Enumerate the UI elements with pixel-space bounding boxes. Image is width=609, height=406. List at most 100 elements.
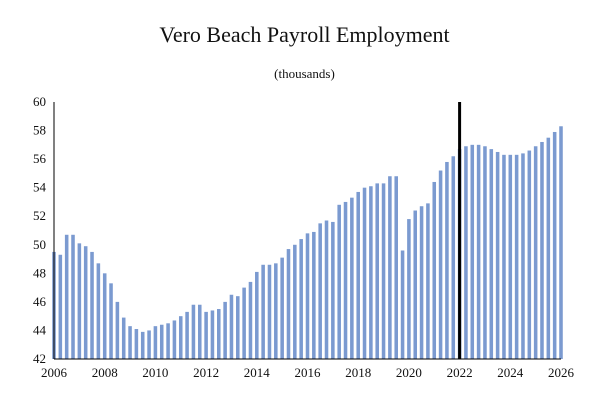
y-tick-label: 52 (33, 208, 46, 223)
bar (210, 310, 215, 359)
bar (223, 301, 227, 359)
y-tick-label: 50 (33, 237, 46, 252)
x-tick-labels: 2006 2008 2010 2012 2014 2016 2018 2020 2022 2024… (41, 365, 575, 380)
chart-subtitle: (thousands) (274, 66, 335, 81)
x-tick-label: 2016 (295, 365, 322, 380)
bar (261, 264, 265, 359)
bar (483, 146, 487, 359)
y-tick-label: 56 (33, 151, 47, 166)
bar (318, 223, 322, 359)
bar (267, 264, 272, 359)
bar (280, 257, 284, 359)
bar (337, 204, 341, 359)
bar-series (52, 126, 563, 360)
bar (400, 250, 405, 359)
x-tick-label: 2024 (497, 365, 524, 380)
bar (540, 141, 544, 359)
bar (153, 326, 158, 359)
bar (350, 197, 354, 359)
y-tick-labels: 42 44 46 48 50 52 54 56 58 60 (33, 94, 47, 366)
bar (331, 221, 335, 359)
bar (356, 191, 360, 359)
bar (109, 283, 113, 359)
bar (115, 301, 120, 359)
x-tick-label: 2022 (447, 365, 473, 380)
bar (166, 323, 170, 359)
bar (438, 170, 443, 359)
bar (140, 331, 145, 359)
bar (470, 144, 475, 359)
bar (559, 126, 563, 360)
bar (521, 153, 525, 359)
bar (546, 137, 551, 359)
bar (185, 311, 189, 359)
x-tick-label: 2010 (142, 365, 168, 380)
x-tick-label: 2006 (41, 365, 68, 380)
bar (172, 320, 177, 359)
bar (381, 183, 386, 359)
bar (58, 254, 63, 359)
bar (451, 156, 456, 359)
bar (432, 181, 437, 359)
bar (312, 231, 316, 359)
bar (299, 239, 303, 359)
bar (217, 309, 221, 359)
y-tick-label: 42 (33, 351, 46, 366)
bar (159, 324, 164, 359)
bar (77, 243, 82, 359)
bar (464, 146, 468, 359)
bar (508, 154, 513, 359)
bar (533, 146, 538, 359)
bar (191, 304, 196, 359)
bar (413, 210, 418, 359)
x-tick-label: 2020 (396, 365, 422, 380)
bar (248, 281, 253, 359)
y-tick-label: 60 (33, 94, 46, 109)
bar (419, 206, 424, 359)
bar (426, 203, 430, 359)
bar (375, 183, 379, 359)
bar (514, 154, 519, 359)
bar (362, 187, 367, 359)
bar (90, 251, 94, 359)
bar (71, 234, 75, 359)
bar (134, 329, 139, 359)
bar (552, 131, 557, 359)
x-tick-label: 2008 (92, 365, 118, 380)
bar (495, 151, 500, 359)
bar (407, 219, 411, 359)
x-tick-label: 2018 (345, 365, 371, 380)
bar (83, 246, 88, 359)
bar (147, 330, 151, 359)
bar (197, 304, 202, 359)
bar (369, 186, 373, 359)
bar (324, 220, 329, 359)
bar (286, 249, 291, 359)
bar (502, 154, 506, 359)
y-tick-label: 58 (33, 123, 46, 138)
bar (255, 271, 259, 359)
y-tick-label: 54 (33, 180, 47, 195)
chart-title: Vero Beach Payroll Employment (159, 22, 450, 47)
bar (305, 233, 310, 359)
bar (343, 201, 348, 359)
y-tick-label: 44 (33, 322, 47, 337)
bar (489, 149, 494, 359)
x-tick-label: 2012 (193, 365, 219, 380)
bar (476, 144, 481, 359)
bar (274, 263, 278, 359)
y-tick-label: 46 (33, 294, 47, 309)
bar (64, 234, 69, 359)
bar (394, 176, 398, 359)
bar (128, 326, 132, 359)
bar (204, 311, 208, 359)
bar (102, 273, 107, 359)
bar (242, 287, 246, 359)
bar (527, 150, 532, 359)
x-tick-label: 2026 (548, 365, 575, 380)
bar (388, 176, 392, 359)
y-tick-label: 48 (33, 265, 46, 280)
bar (236, 296, 240, 359)
bar (96, 263, 101, 359)
